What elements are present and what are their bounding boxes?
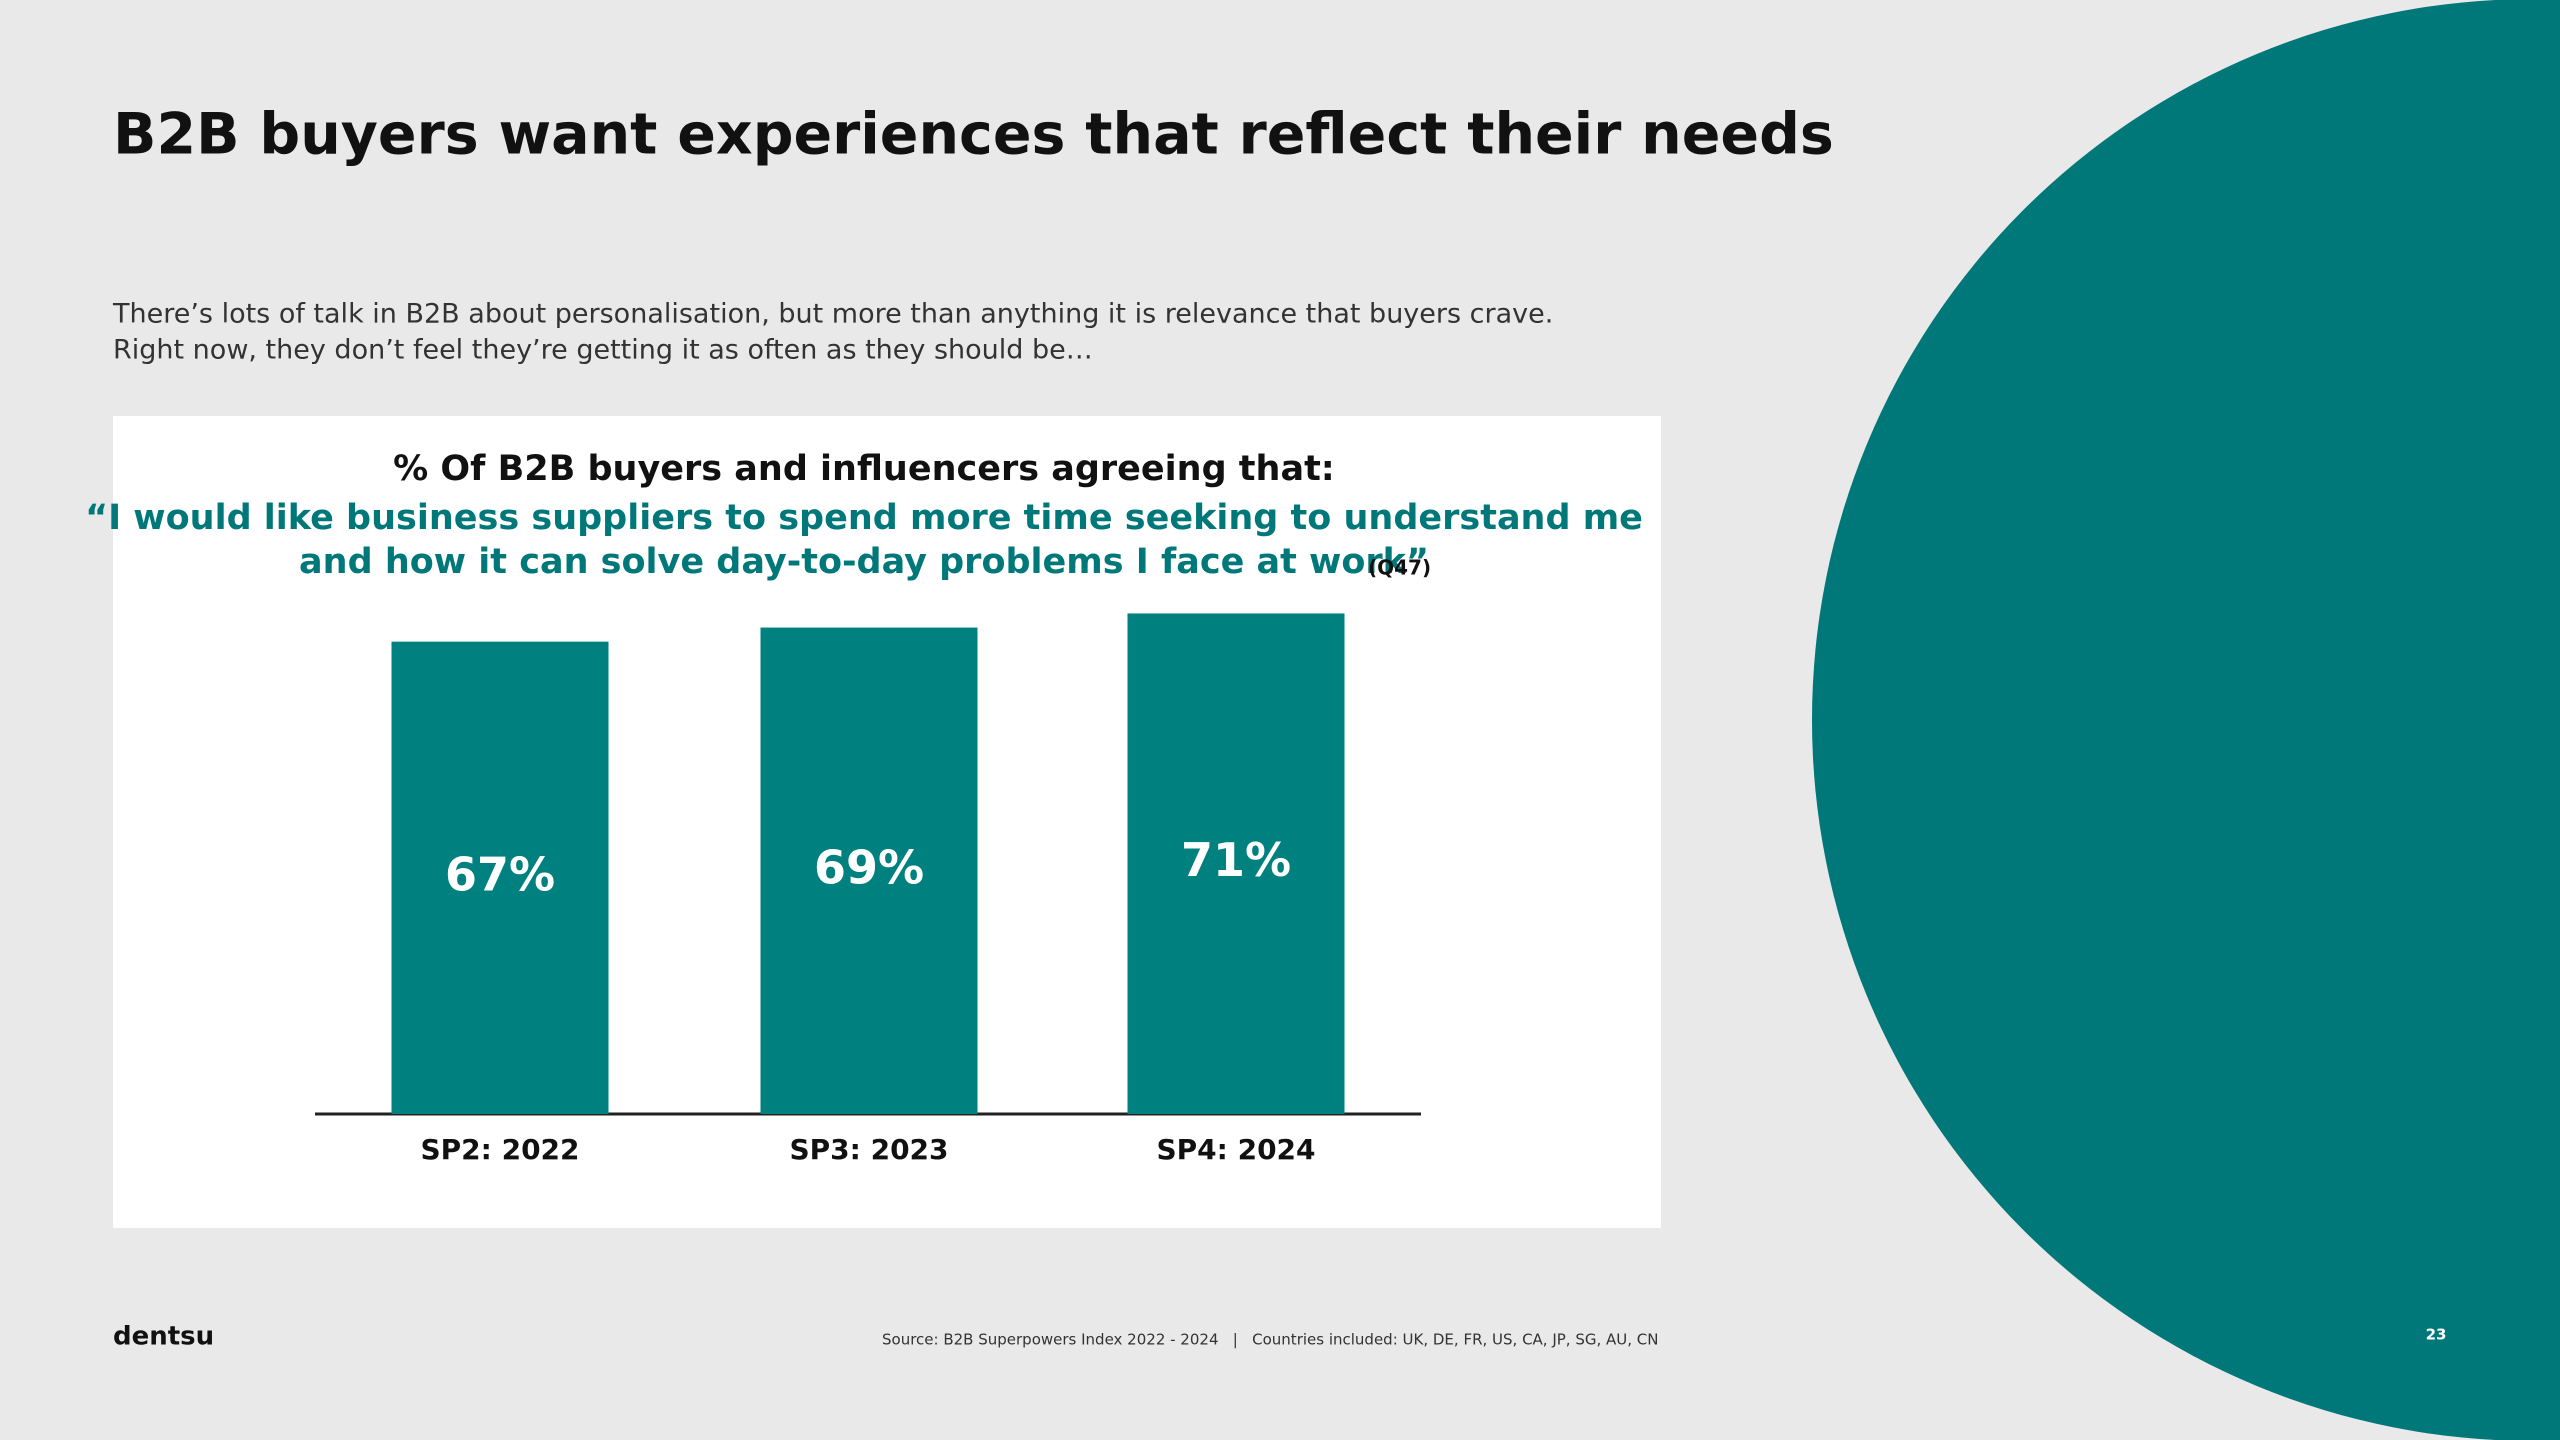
intro-text: Right now, they don’t feel they’re getti…	[113, 335, 1093, 366]
bar	[760, 627, 978, 1114]
chart-title: % Of B2B buyers and influencers agreeing…	[393, 449, 1335, 489]
bar	[391, 641, 609, 1114]
intro-text: There’s lots of talk in B2B about person…	[112, 299, 1553, 330]
value-label: 71%	[1181, 833, 1291, 887]
slide-title: B2B buyers want experiences that reflect…	[113, 102, 1834, 168]
chart-quote: and how it can solve day-to-day problems…	[299, 542, 1429, 582]
bar	[1127, 613, 1345, 1114]
value-label: 67%	[445, 847, 555, 901]
value-label: 69%	[814, 840, 924, 894]
chart-note: (Q47)	[1368, 556, 1431, 580]
page-number: 23	[2426, 1326, 2447, 1344]
x-tick-label: SP4: 2024	[1156, 1133, 1315, 1166]
chart-quote: “I would like business suppliers to spen…	[85, 498, 1643, 538]
logo: dentsu	[113, 1322, 214, 1352]
decorative-circle	[1812, 0, 2560, 1440]
x-tick-label: SP2: 2022	[420, 1133, 579, 1166]
x-tick-label: SP3: 2023	[789, 1133, 948, 1166]
source-note: Source: B2B Superpowers Index 2022 - 202…	[882, 1331, 1659, 1349]
